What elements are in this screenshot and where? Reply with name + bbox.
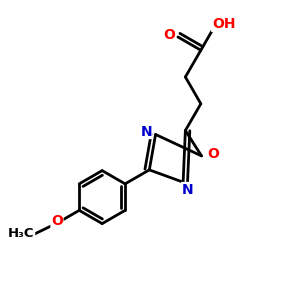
- Text: O: O: [207, 147, 219, 161]
- Text: O: O: [51, 214, 63, 228]
- Text: N: N: [140, 124, 152, 139]
- Text: H₃C: H₃C: [8, 227, 34, 240]
- Text: N: N: [182, 182, 194, 197]
- Text: N: N: [182, 182, 194, 197]
- Text: O: O: [207, 147, 219, 161]
- Text: OH: OH: [212, 17, 235, 31]
- Text: N: N: [140, 124, 152, 139]
- Text: O: O: [164, 28, 176, 43]
